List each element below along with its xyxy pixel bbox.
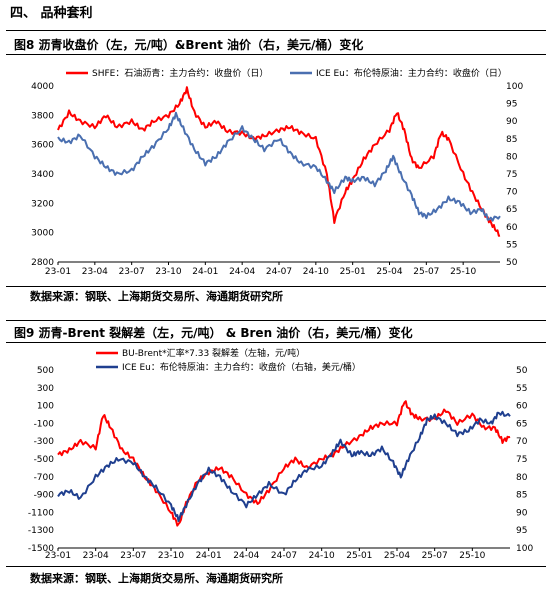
section-title: 四、 品种套利 xyxy=(10,6,93,21)
chart1-right-tick: 70 xyxy=(506,188,518,198)
chart2-x-tick: 23-01 xyxy=(45,551,71,561)
chart2-x-tick: 25-07 xyxy=(422,551,448,561)
chart2-left-tick: -1500 xyxy=(28,544,54,554)
chart2-right-tick: 70 xyxy=(516,437,528,447)
chart2-left-tick: -1300 xyxy=(28,526,54,536)
chart1-x-tick: 24-01 xyxy=(192,267,218,277)
chart1-right-tick: 80 xyxy=(506,152,518,162)
chart2-x-tick: 24-04 xyxy=(233,551,259,561)
chart2-x-tick: 24-07 xyxy=(271,551,297,561)
chart1-x-tick: 25-07 xyxy=(413,267,439,277)
chart2-x-tick: 24-10 xyxy=(309,551,335,561)
chart2-series-1-line xyxy=(57,400,511,527)
chart1-x-tick: 23-07 xyxy=(119,267,145,277)
chart1-x-tick: 25-04 xyxy=(376,267,402,277)
chart2-x-tick: 25-01 xyxy=(346,551,372,561)
chart1-x-tick: 24-04 xyxy=(229,267,255,277)
chart1-left-tick: 3000 xyxy=(31,229,54,239)
chart2-right-tick: 75 xyxy=(516,455,527,465)
chart1-legend-label-2: ICE Eu：布伦特原油：主力合约：收盘价（日） xyxy=(316,67,507,79)
chart1-left-tick: 3200 xyxy=(31,199,54,209)
chart1-left-tick: 3800 xyxy=(31,111,54,121)
figure2-source: 数据来源：钢联、上海期货交易所、海通期货研究所 xyxy=(30,572,283,585)
chart2-left-tick: -1100 xyxy=(28,508,54,518)
chart1-right-tick: 65 xyxy=(506,205,517,215)
chart2-left-tick: 100 xyxy=(37,402,54,412)
chart2-x-tick: 23-10 xyxy=(158,551,184,561)
chart2-left-tick: 500 xyxy=(37,366,54,376)
chart2-legend-label-1: BU-Brent*汇率*7.33 裂解差（左轴，元/吨） xyxy=(122,347,305,359)
chart2-right-tick: 95 xyxy=(516,526,527,536)
chart1-series-2-line xyxy=(57,111,501,222)
chart2-right-tick: 90 xyxy=(516,508,528,518)
chart1-series-1-line xyxy=(57,86,501,237)
chart1-left-tick: 2800 xyxy=(31,258,54,268)
chart2-left-tick: -300 xyxy=(34,437,55,447)
chart2-x-tick: 23-07 xyxy=(120,551,146,561)
chart1-x-tick: 23-04 xyxy=(82,267,108,277)
figure1-bottom-rule xyxy=(6,286,546,287)
chart2-right-tick: 50 xyxy=(516,366,528,376)
chart1-left-tick: 4000 xyxy=(31,82,54,92)
chart1-left-tick: 3600 xyxy=(31,141,54,151)
figure1-title: 图8 沥青收盘价（左，元/吨）&Brent 油价（右，美元/桶）变化 xyxy=(14,38,364,52)
chart2-x-tick: 24-01 xyxy=(196,551,222,561)
chart1-x-tick: 25-01 xyxy=(340,267,366,277)
chart2-left-tick: -500 xyxy=(34,455,55,465)
chart2-x-tick: 25-10 xyxy=(459,551,485,561)
chart1-right-tick: 90 xyxy=(506,117,518,127)
chart1-right-tick: 100 xyxy=(506,82,523,92)
chart1-x-tick: 25-10 xyxy=(450,267,476,277)
chart1-right-tick: 95 xyxy=(506,100,517,110)
chart1-x-tick: 23-01 xyxy=(45,267,71,277)
chart2-right-tick: 60 xyxy=(516,402,528,412)
chart1-x-tick: 23-10 xyxy=(155,267,181,277)
figure2-top-rule xyxy=(6,320,546,321)
chart2-right-tick: 85 xyxy=(516,491,527,501)
chart1-legend-label-1: SHFE：石油沥青：主力合约：收盘价（日） xyxy=(92,67,268,79)
chart1-right-tick: 85 xyxy=(506,135,517,145)
chart1-right-tick: 55 xyxy=(506,240,517,250)
chart2-right-tick: 65 xyxy=(516,419,527,429)
chart2-left-tick: -700 xyxy=(34,473,55,483)
chart1-x-tick: 24-10 xyxy=(303,267,329,277)
chart2-right-tick: 55 xyxy=(516,384,527,394)
chart1-right-tick: 60 xyxy=(506,223,518,233)
chart2-x-tick: 25-04 xyxy=(384,551,410,561)
chart1-x-tick: 24-07 xyxy=(266,267,292,277)
figure1-source: 数据来源：钢联、上海期货交易所、海通期货研究所 xyxy=(30,290,283,303)
figure2-bottom-rule xyxy=(6,566,546,567)
chart1-right-tick: 75 xyxy=(506,170,517,180)
chart2-series-2-line xyxy=(57,410,511,522)
chart1-right-tick: 50 xyxy=(506,258,518,268)
figure1-title-rule xyxy=(6,54,546,55)
chart2-legend-label-2: ICE Eu：布伦特原油：主力合约：收盘价（右轴，美元/桶） xyxy=(122,361,361,373)
chart2-left-tick: -900 xyxy=(34,491,55,501)
chart2-left-tick: -100 xyxy=(34,419,55,429)
figure2-title: 图9 沥青-Brent 裂解差（左，元/吨） & Bren 油价（右，美元/桶）… xyxy=(14,326,413,340)
chart2-x-tick: 23-04 xyxy=(83,551,109,561)
chart2-right-tick: 100 xyxy=(516,544,533,554)
chart1-left-tick: 3400 xyxy=(31,170,54,180)
chart2-left-tick: 300 xyxy=(37,384,54,394)
chart2-right-tick: 80 xyxy=(516,473,528,483)
figure2-title-rule xyxy=(6,342,546,343)
figure1-top-rule xyxy=(6,30,546,31)
